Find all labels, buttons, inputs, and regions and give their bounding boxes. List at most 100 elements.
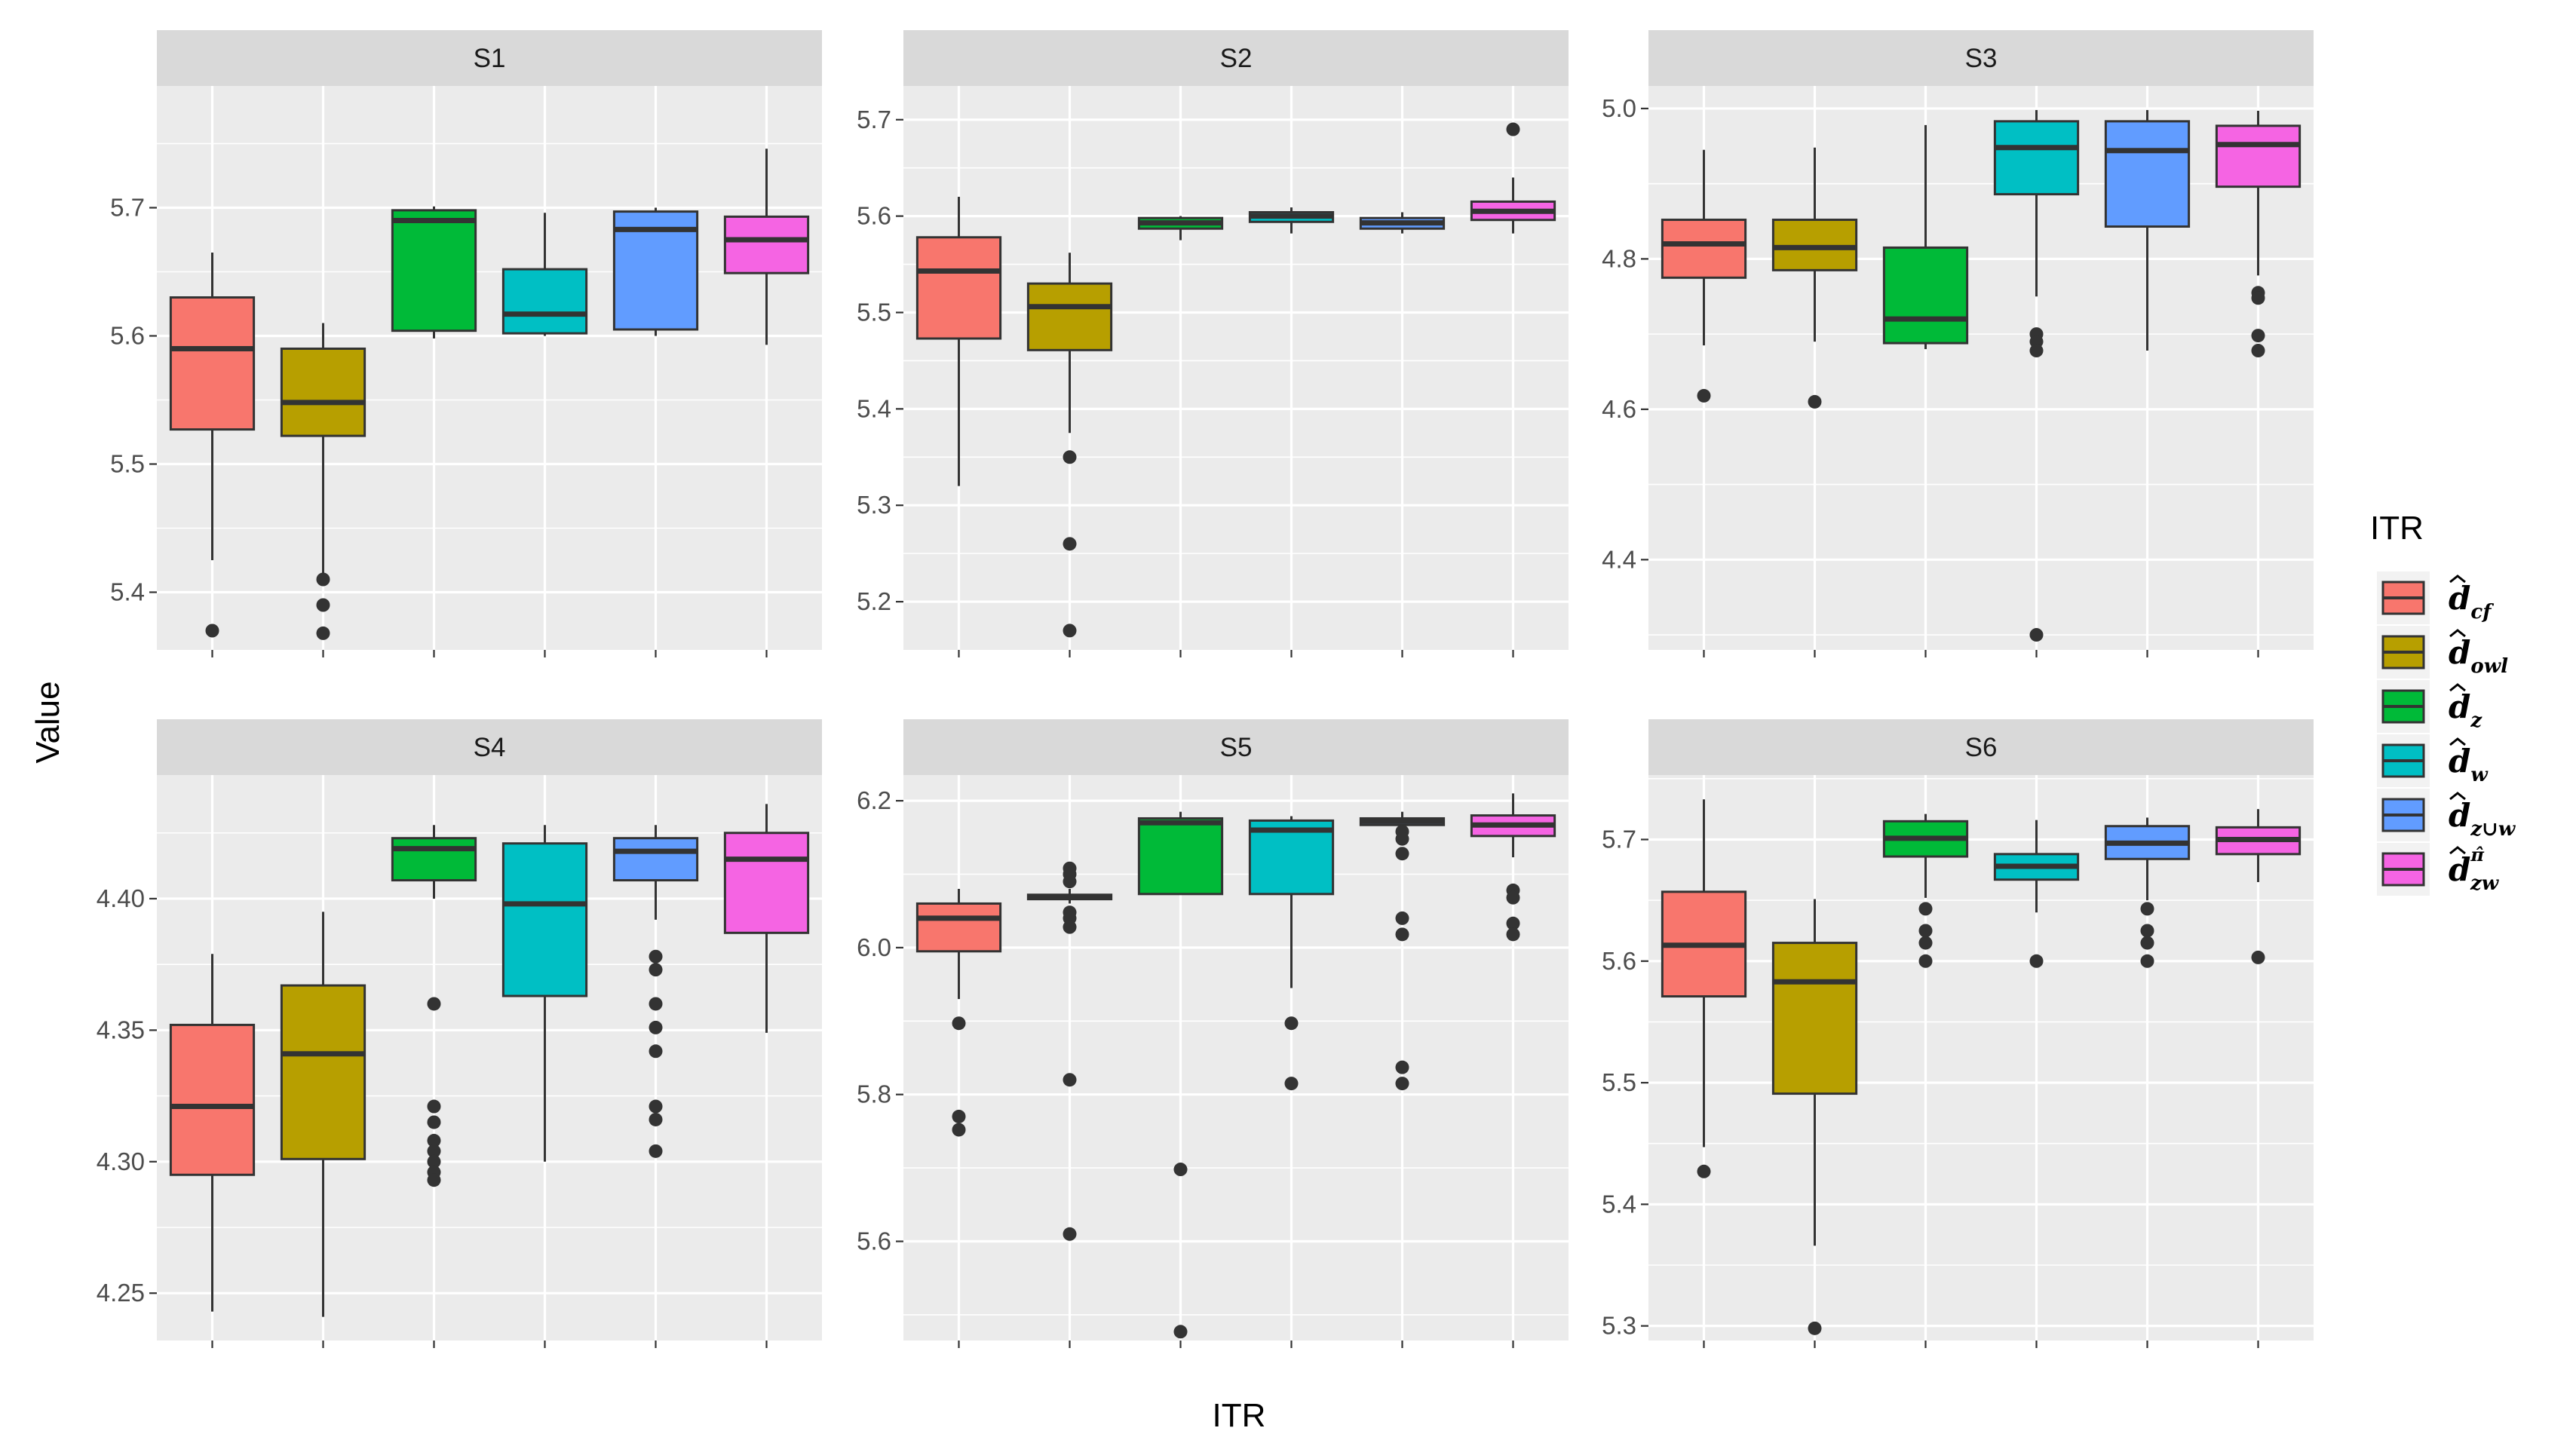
panel-s4: S4 4.25 4.30 4.35 4.40 xyxy=(97,719,822,1348)
hat-accent xyxy=(2449,846,2466,855)
panel-background xyxy=(157,775,822,1341)
facet-panels: S1 5.4 5.5 5.6 5.7 S2 5.2 5.3 5.4 5.5 5.6 5.7 S3 4.4 4… xyxy=(97,30,2314,1348)
hat-accent xyxy=(2449,575,2466,584)
outlier-point xyxy=(427,1133,441,1148)
box-zw_pi xyxy=(1470,122,1556,234)
box-owl xyxy=(1026,861,1113,1241)
outlier-point xyxy=(316,598,330,612)
legend-label: dπ̂ zw xyxy=(2449,844,2500,895)
box-z xyxy=(1137,811,1224,1339)
box-cf xyxy=(915,888,1002,1137)
box-z xyxy=(1137,216,1224,241)
outlier-point xyxy=(427,1173,441,1187)
y-axis-title: Value xyxy=(29,681,66,763)
box-zuw xyxy=(2104,109,2191,351)
box-z xyxy=(1882,814,1969,968)
box-body xyxy=(169,1023,256,1176)
box-w xyxy=(501,213,588,336)
y-tick-label: 4.6 xyxy=(1602,395,1636,423)
box-body xyxy=(501,842,588,997)
outlier-point xyxy=(1063,1073,1077,1087)
outlier-point xyxy=(1063,450,1077,464)
y-tick-label: 5.3 xyxy=(1602,1312,1636,1340)
outlier-point xyxy=(1918,954,1933,968)
outlier-point xyxy=(1808,394,1822,409)
box-body xyxy=(1248,819,1335,896)
strip-background xyxy=(157,719,822,775)
legend-item-zuw: dz∪w xyxy=(2377,789,2516,841)
strip-background xyxy=(903,719,1569,775)
panel-background xyxy=(157,86,822,650)
outlier-point xyxy=(1918,936,1933,950)
outlier-point xyxy=(1506,890,1520,905)
box-owl xyxy=(280,323,366,640)
box-w xyxy=(1993,820,2080,968)
outlier-point xyxy=(1506,927,1520,942)
box-body xyxy=(501,268,588,335)
outlier-point xyxy=(649,963,663,977)
outlier-point xyxy=(427,1154,441,1169)
y-tick-label: 4.25 xyxy=(97,1279,145,1307)
legend-label: dcf xyxy=(2449,580,2494,624)
hat-accent xyxy=(2449,737,2466,746)
outlier-point xyxy=(2029,344,2044,358)
box-zw_pi xyxy=(2215,110,2302,358)
legend-item-cf: dcf xyxy=(2377,571,2494,624)
outlier-point xyxy=(649,1020,663,1034)
legend-title: ITR xyxy=(2370,510,2424,547)
outlier-point xyxy=(1063,624,1077,638)
box-body xyxy=(2104,120,2191,228)
outlier-point xyxy=(2251,329,2265,343)
outlier-point xyxy=(649,1099,663,1114)
outlier-point xyxy=(1918,902,1933,916)
box-body xyxy=(1882,246,1969,345)
hat-accent xyxy=(2449,683,2466,692)
box-z xyxy=(391,825,477,1187)
y-tick-label: 5.3 xyxy=(857,491,891,519)
panel-title: S5 xyxy=(1220,733,1253,762)
outlier-point xyxy=(2029,954,2044,968)
panel-title: S3 xyxy=(1965,44,1998,73)
box-owl xyxy=(1771,899,1858,1335)
outlier-point xyxy=(2140,954,2154,968)
strip-background xyxy=(903,30,1569,86)
outlier-point xyxy=(2140,902,2154,916)
box-body xyxy=(612,837,699,882)
outlier-point xyxy=(205,624,219,638)
panel-title: S4 xyxy=(474,733,506,762)
outlier-point xyxy=(427,1115,441,1129)
outlier-point xyxy=(427,997,441,1011)
panel-s3: S3 4.4 4.6 4.8 5.0 xyxy=(1602,30,2314,657)
outlier-point xyxy=(952,1016,966,1031)
box-zuw xyxy=(1359,811,1446,1091)
panel-background xyxy=(1648,86,2314,650)
panel-s2: S2 5.2 5.3 5.4 5.5 5.6 5.7 xyxy=(857,30,1569,657)
legend-item-z: dz xyxy=(2377,680,2482,733)
y-tick-label: 5.7 xyxy=(857,106,891,133)
outlier-point xyxy=(316,626,330,640)
box-w xyxy=(1993,109,2080,642)
outlier-point xyxy=(1697,1164,1711,1178)
box-zw_pi xyxy=(723,804,810,1033)
y-tick-label: 5.7 xyxy=(110,194,145,222)
y-tick-label: 5.6 xyxy=(857,202,891,230)
panel-s6: S6 5.3 5.4 5.5 5.6 5.7 xyxy=(1602,719,2314,1348)
x-axis-title: ITR xyxy=(1213,1397,1266,1434)
outlier-point xyxy=(2251,950,2265,964)
outlier-point xyxy=(952,1123,966,1137)
box-body xyxy=(1137,817,1224,896)
outlier-point xyxy=(2251,291,2265,305)
panel-background xyxy=(903,86,1569,650)
y-tick-label: 5.8 xyxy=(857,1080,891,1108)
box-body xyxy=(1026,282,1113,351)
strip-background xyxy=(1648,30,2314,86)
box-zw_pi xyxy=(723,149,810,345)
box-w xyxy=(1248,207,1335,234)
box-body xyxy=(280,984,366,1160)
outlier-point xyxy=(1173,1163,1188,1177)
legend: ITR dcf dowl dz dw dz∪wdπ̂ zw xyxy=(2370,510,2516,896)
box-owl xyxy=(1771,147,1858,409)
box-body xyxy=(391,209,477,332)
y-tick-label: 5.0 xyxy=(1602,94,1636,122)
